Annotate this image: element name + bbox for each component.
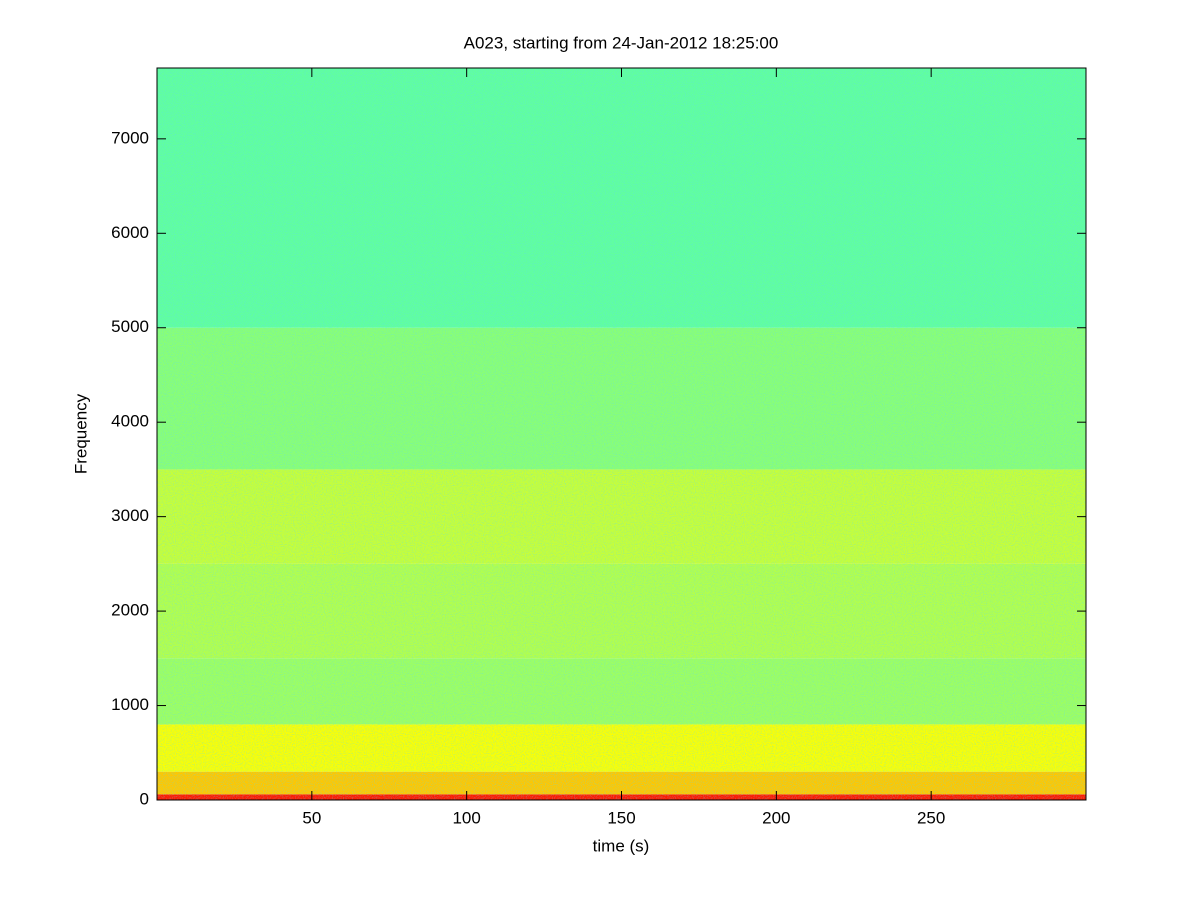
- x-tick-label: 200: [762, 808, 790, 827]
- y-tick-label: 7000: [111, 128, 149, 147]
- x-tick-label: 50: [302, 808, 321, 827]
- y-axis-label: Frequency: [71, 393, 90, 474]
- y-tick-label: 6000: [111, 223, 149, 242]
- x-tick-label: 250: [917, 808, 945, 827]
- y-tick-label: 4000: [111, 412, 149, 431]
- y-tick-label: 2000: [111, 601, 149, 620]
- y-tick-label: 3000: [111, 506, 149, 525]
- x-axis-label: time (s): [593, 836, 650, 855]
- x-tick-label: 100: [452, 808, 480, 827]
- chart-title: A023, starting from 24-Jan-2012 18:25:00: [464, 33, 779, 52]
- y-tick-label: 1000: [111, 695, 149, 714]
- y-tick-label: 5000: [111, 317, 149, 336]
- axes: 50 100 150 200 250 0 1000 2000 3000 4000 5000 6000 7…: [111, 68, 1086, 827]
- x-tick-label: 150: [607, 808, 635, 827]
- y-tick-label: 0: [140, 789, 149, 808]
- noise-texture: [157, 68, 1086, 800]
